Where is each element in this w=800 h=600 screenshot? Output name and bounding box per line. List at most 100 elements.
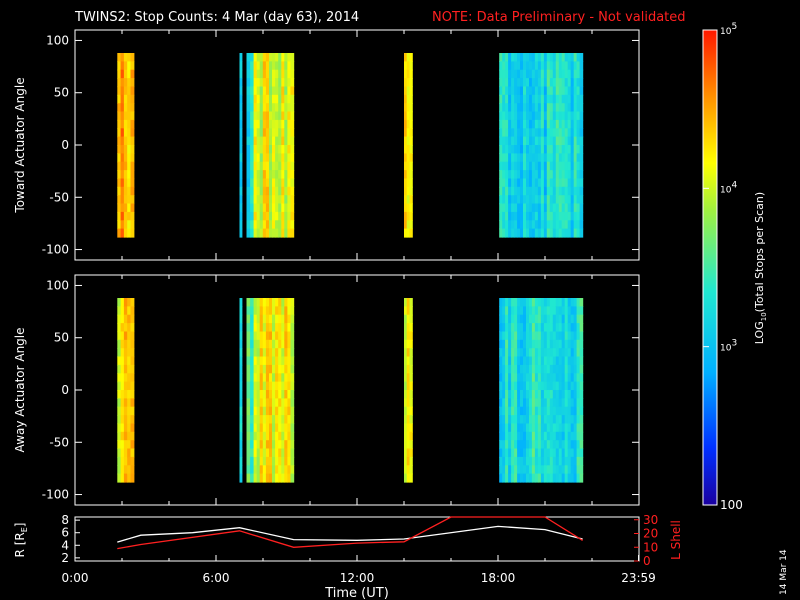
heat-cell [534, 94, 539, 104]
heat-cell [278, 456, 282, 466]
heat-cell [409, 398, 413, 408]
heat-cell [502, 373, 506, 383]
heat-cell [253, 69, 258, 79]
heat-cell [287, 220, 292, 230]
heat-cell [540, 339, 545, 349]
heat-cell [549, 456, 554, 466]
heat-cell [534, 128, 539, 138]
heat-cell [570, 406, 575, 416]
heat-cell [253, 211, 258, 221]
heat-cell [239, 211, 243, 221]
heat-cell [246, 423, 251, 433]
heat-cell [290, 153, 295, 163]
heat-cell [281, 364, 285, 374]
heat-cell [409, 161, 413, 171]
heat-cell [120, 170, 125, 180]
heat-cell [511, 128, 515, 138]
heat-cell [579, 111, 584, 121]
heat-cell [573, 398, 578, 408]
chart-title: TWINS2: Stop Counts: 4 Mar (day 63), 201… [74, 10, 359, 25]
heat-cell [239, 195, 243, 205]
heat-cell [517, 431, 521, 441]
heat-cell [250, 53, 255, 62]
heat-cell [561, 306, 566, 316]
heat-cell [529, 53, 533, 62]
heat-cell [526, 228, 530, 238]
heat-cell [502, 314, 506, 324]
heat-cell [117, 423, 122, 433]
heat-cell [262, 398, 267, 408]
heat-cell [272, 298, 276, 307]
heat-cell [573, 170, 578, 180]
heat-cell [499, 448, 503, 458]
heat-cell [552, 473, 557, 483]
heat-cell [558, 431, 563, 441]
heat-cell [529, 448, 533, 458]
y-tick-label: 50 [54, 331, 69, 345]
r-tick-label: 2 [61, 551, 69, 565]
heat-cell [555, 465, 560, 475]
heat-cell [262, 86, 267, 96]
heat-cell [540, 431, 545, 441]
heat-cell [546, 195, 551, 205]
heat-cell [284, 195, 288, 205]
heat-cell [508, 111, 512, 121]
heat-cell [120, 431, 125, 441]
heat-cell [567, 69, 572, 79]
heat-cell [564, 298, 569, 307]
heat-cell [570, 69, 575, 79]
heat-cell [250, 186, 255, 196]
heat-cell [552, 465, 557, 475]
heat-cell [127, 339, 132, 349]
heat-cell [117, 178, 122, 188]
heat-cell [259, 203, 264, 213]
heat-cell [540, 298, 545, 307]
heat-cell [520, 178, 524, 188]
heat-cell [246, 203, 251, 213]
heat-cell [409, 145, 413, 154]
heat-cell [579, 119, 584, 129]
heat-cell [505, 465, 509, 475]
heat-cell [514, 415, 518, 425]
heat-cell [579, 103, 584, 113]
heat-cell [404, 228, 408, 238]
heat-cell [287, 61, 292, 71]
heat-cell [558, 61, 563, 71]
heat-cell [409, 119, 413, 129]
time-tick-label: 12:00 [340, 571, 375, 585]
heat-cell [499, 465, 503, 475]
heat-cell [520, 170, 524, 180]
heat-cell [256, 381, 261, 391]
heat-cell [272, 78, 276, 88]
heat-cell [502, 186, 506, 196]
heat-cell [256, 128, 261, 138]
r-axis-label: R [RE] [13, 523, 29, 558]
heat-cell [278, 203, 282, 213]
heat-cell [511, 211, 515, 221]
heat-cell [239, 423, 243, 433]
heat-cell [284, 53, 288, 62]
heat-cell [284, 390, 288, 399]
heat-cell [549, 415, 554, 425]
heat-cell [561, 203, 566, 213]
heat-cell [127, 456, 132, 466]
heat-cell [534, 61, 539, 71]
heat-cell [540, 103, 545, 113]
heat-cell [502, 153, 506, 163]
heat-cell [534, 473, 539, 483]
heat-cell [546, 348, 551, 358]
heat-cell [505, 203, 509, 213]
heat-cell [127, 314, 132, 324]
heat-cell [576, 348, 581, 358]
heat-cell [514, 220, 518, 230]
heat-cell [409, 423, 413, 433]
heat-cell [120, 119, 125, 129]
heat-cell [290, 431, 295, 441]
heat-cell [406, 203, 410, 213]
heat-cell [570, 119, 575, 129]
heat-cell [278, 170, 282, 180]
heat-cell [567, 203, 572, 213]
heat-cell [561, 298, 566, 307]
heat-cell [250, 306, 255, 316]
heat-cell [505, 356, 509, 366]
